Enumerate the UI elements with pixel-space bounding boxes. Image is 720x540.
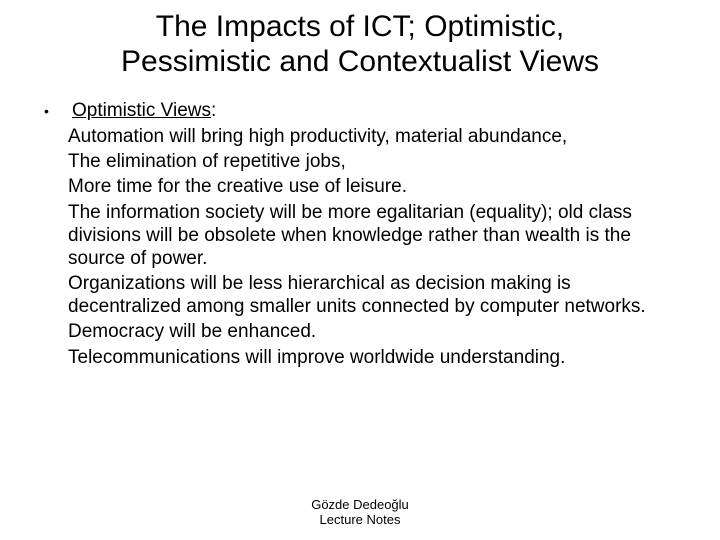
bullet-colon: :: [211, 100, 216, 121]
body-paragraph: Organizations will be less hierarchical …: [68, 272, 680, 318]
body-paragraph: Telecommunications will improve worldwid…: [68, 346, 680, 369]
body-paragraph: More time for the creative use of leisur…: [68, 175, 680, 198]
slide-title: The Impacts of ICT; Optimistic, Pessimis…: [40, 10, 680, 79]
bullet-marker: •: [40, 99, 72, 123]
slide: The Impacts of ICT; Optimistic, Pessimis…: [0, 0, 720, 540]
body-paragraph: The elimination of repetitive jobs,: [68, 150, 680, 173]
title-line-1: The Impacts of ICT; Optimistic,: [156, 10, 564, 43]
body-paragraph: The information society will be more ega…: [68, 201, 680, 271]
title-line-2: Pessimistic and Contextualist Views: [121, 45, 599, 78]
body-paragraph: Automation will bring high productivity,…: [68, 125, 680, 148]
bullet-item: • Optimistic Views:: [40, 99, 680, 123]
slide-body: • Optimistic Views: Automation will brin…: [40, 99, 680, 369]
body-paragraph: Democracy will be enhanced.: [68, 320, 680, 343]
bullet-heading: Optimistic Views: [72, 100, 211, 121]
footer-author: Gözde Dedeoğlu: [311, 497, 409, 512]
slide-footer: Gözde Dedeoğlu Lecture Notes: [0, 498, 720, 528]
bullet-heading-row: Optimistic Views:: [72, 99, 680, 122]
footer-subtitle: Lecture Notes: [320, 512, 401, 527]
